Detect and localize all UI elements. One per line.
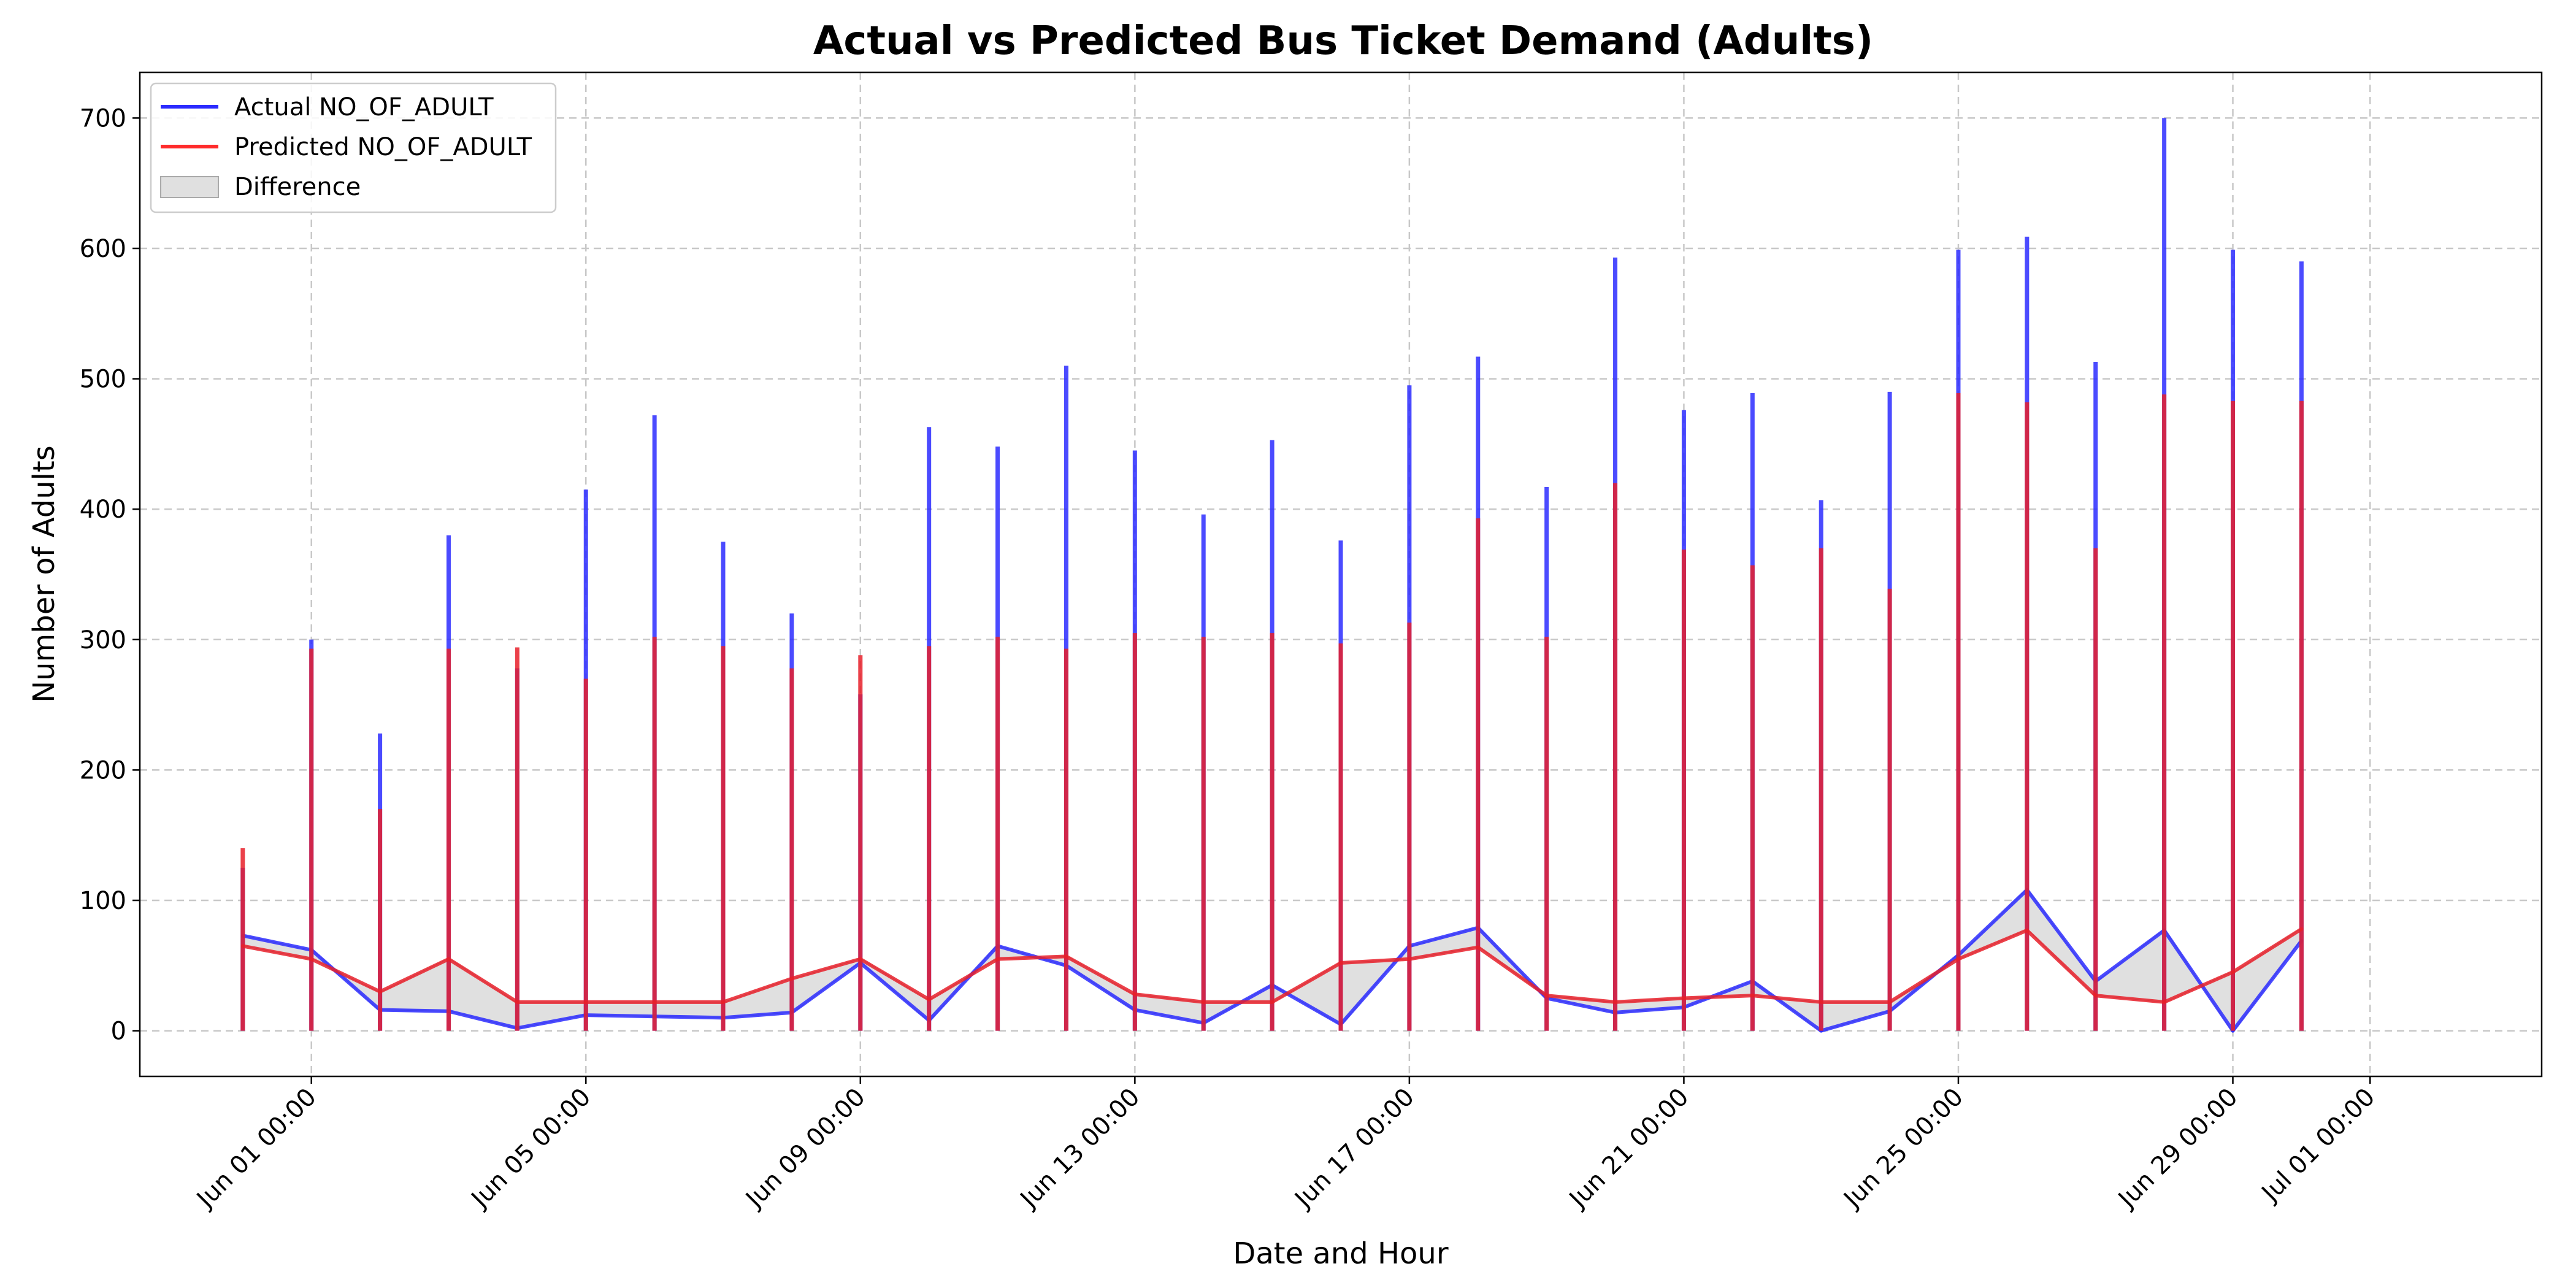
predicted-segment <box>1064 954 1137 997</box>
actual-segment <box>240 933 313 952</box>
actual-segment <box>1064 964 1137 1012</box>
legend: Actual NO_OF_ADULT Predicted NO_OF_ADULT… <box>150 82 557 213</box>
actual-segment <box>1133 1008 1206 1025</box>
actual-segment <box>515 1013 588 1030</box>
predicted-segment <box>858 957 931 1002</box>
actual-segment <box>1270 983 1343 1026</box>
x-tick-label: Jul 01 00:00 <box>2255 1083 2380 1208</box>
actual-segment <box>584 1013 657 1019</box>
actual-segment <box>1682 979 1755 1010</box>
x-tick-label: Jun 09 00:00 <box>740 1083 871 1214</box>
y-tick-label: 700 <box>80 104 126 132</box>
predicted-segment <box>789 957 862 981</box>
predicted-segment <box>1407 945 1480 961</box>
predicted-segment <box>1339 957 1411 965</box>
y-axis-label: Number of Adults <box>27 445 61 703</box>
predicted-segment <box>2093 994 2166 1004</box>
difference-area <box>1273 962 1340 1025</box>
predicted-segment <box>2025 928 2098 998</box>
actual-segment <box>2093 928 2166 983</box>
actual-segment <box>1544 996 1617 1014</box>
actual-segment <box>653 1014 726 1020</box>
actual-segment <box>1956 887 2029 957</box>
x-tick-label: Jun 17 00:00 <box>1289 1083 1420 1214</box>
predicted-segment <box>2231 927 2304 974</box>
x-axis-label: Date and Hour <box>1233 1236 1448 1271</box>
x-tick-label: Jun 05 00:00 <box>465 1083 596 1214</box>
y-tick-label: 300 <box>80 626 126 654</box>
predicted-segment <box>1682 994 1755 1000</box>
predicted-segment <box>2162 970 2235 1004</box>
predicted-segment <box>309 957 382 994</box>
predicted-segment <box>1613 996 1686 1004</box>
legend-swatch-difference <box>160 176 219 198</box>
predicted-segment <box>1888 957 1960 1004</box>
actual-segment <box>927 944 1000 1022</box>
actual-segment <box>1613 1005 1686 1014</box>
y-tick-label: 200 <box>80 756 126 784</box>
actual-segment <box>2025 887 2098 983</box>
legend-label-predicted: Predicted NO_OF_ADULT <box>234 133 532 161</box>
actual-segment <box>378 1008 451 1013</box>
actual-segment <box>995 944 1068 968</box>
actual-segment <box>447 1009 519 1030</box>
x-axis: Jun 01 00:00 Jun 05 00:00 Jun 09 00:00 Jun … <box>190 1076 2380 1214</box>
legend-box <box>150 82 557 213</box>
predicted-segment <box>721 976 794 1004</box>
predicted-segment <box>1476 945 1549 998</box>
plot-frame <box>139 71 2543 1078</box>
x-tick-label: Jun 29 00:00 <box>2112 1083 2243 1214</box>
y-tick-label: 600 <box>80 235 126 263</box>
actual-segment <box>858 961 931 1022</box>
actual-segment <box>309 948 382 1012</box>
chart-title: Actual vs Predicted Bus Ticket Demand (A… <box>813 18 1873 64</box>
y-tick-label: 400 <box>80 496 126 524</box>
actual-segment <box>2162 928 2235 1033</box>
x-tick-label: Jun 01 00:00 <box>190 1083 321 1214</box>
y-axis: 0 100 200 300 400 500 600 700 <box>80 104 140 1046</box>
actual-segment <box>1819 1009 1892 1033</box>
x-tick-label: Jun 13 00:00 <box>1014 1083 1145 1214</box>
predicted-segment <box>378 957 451 994</box>
predicted-segment <box>1133 992 1206 1004</box>
actual-segment <box>2231 938 2304 1033</box>
predicted-segment <box>1270 961 1343 1004</box>
x-tick-label: Jun 25 00:00 <box>1838 1083 1969 1214</box>
legend-label-difference: Difference <box>234 173 361 201</box>
actual-segment <box>1202 983 1275 1025</box>
predicted-segment <box>927 957 1000 1002</box>
predicted-segment <box>1544 994 1617 1004</box>
series-predicted <box>240 393 2304 1031</box>
y-tick-label: 500 <box>80 366 126 394</box>
x-tick-label: Jun 21 00:00 <box>1563 1083 1694 1214</box>
legend-label-actual: Actual NO_OF_ADULT <box>234 93 494 121</box>
predicted-segment <box>447 957 519 1004</box>
actual-segment <box>721 1010 794 1020</box>
predicted-segment <box>240 944 313 961</box>
difference-area <box>2096 929 2164 1003</box>
predicted-segment <box>995 954 1068 961</box>
y-tick-label: 100 <box>80 887 126 915</box>
predicted-segment <box>1750 994 1823 1004</box>
predicted-segment <box>1956 928 2029 961</box>
actual-segment <box>789 961 862 1014</box>
y-tick-label: 0 <box>111 1018 126 1046</box>
actual-segment <box>1750 979 1823 1033</box>
actual-segment <box>1407 926 1480 948</box>
